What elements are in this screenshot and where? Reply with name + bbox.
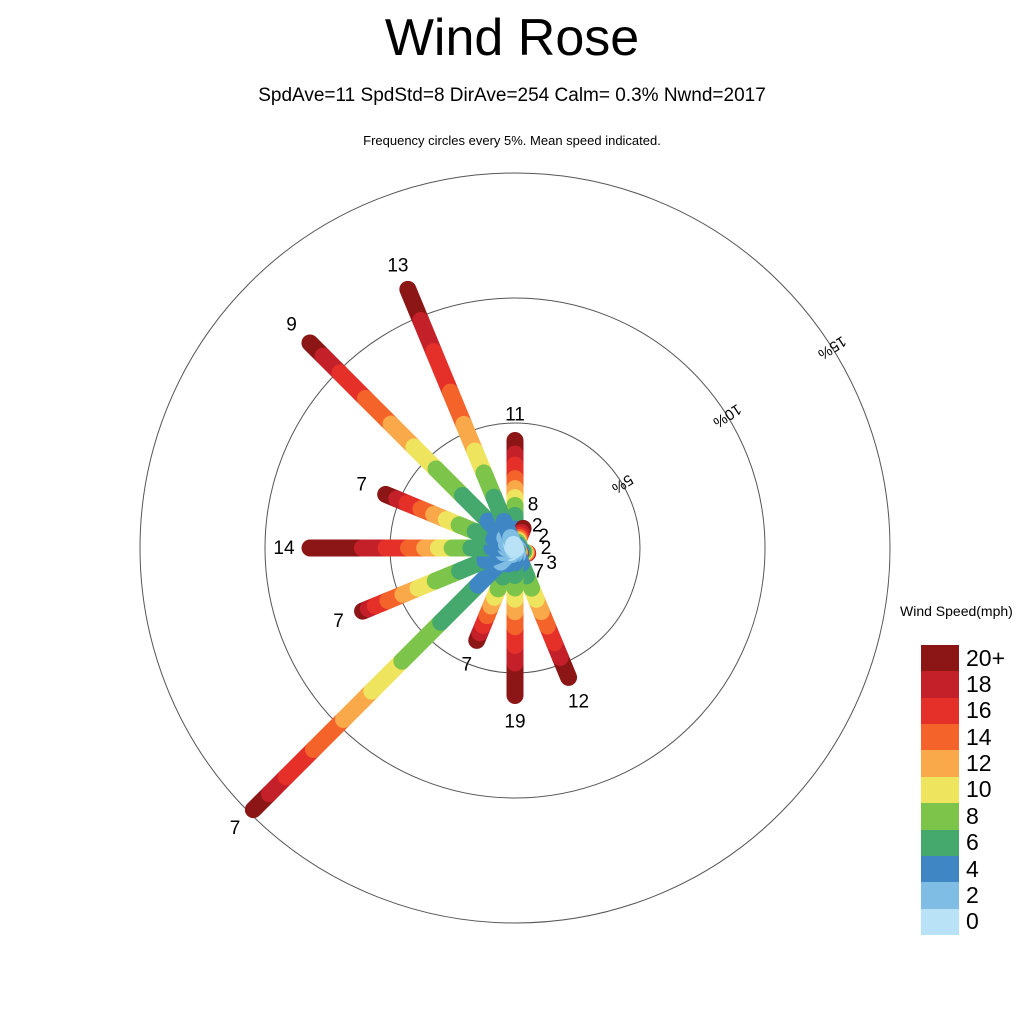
legend: 20+ 18 16 14 12 10 8 6 4 2 0 bbox=[921, 645, 1021, 935]
legend-swatch bbox=[921, 803, 959, 830]
legend-entry: 4 bbox=[921, 855, 1021, 883]
petal-segment bbox=[393, 613, 450, 670]
legend-label: 8 bbox=[966, 802, 979, 829]
legend-entry: 10 bbox=[921, 776, 1021, 804]
petal-mean-speed-label: 2 bbox=[538, 526, 549, 547]
petal-segment bbox=[505, 536, 524, 557]
legend-swatch bbox=[921, 882, 959, 909]
page-title: Wind Rose bbox=[384, 9, 640, 67]
legend-swatch bbox=[921, 724, 959, 751]
legend-swatch bbox=[921, 829, 959, 856]
summary-stats: SpdAve=11 SpdStd=8 DirAve=254 Calm= 0.3%… bbox=[258, 85, 766, 106]
legend-label: 2 bbox=[966, 881, 979, 908]
frequency-note: Frequency circles every 5%. Mean speed i… bbox=[363, 133, 661, 148]
legend-swatch bbox=[921, 855, 959, 883]
petal-mean-speed-label: 13 bbox=[387, 255, 408, 276]
legend-swatch bbox=[921, 750, 959, 777]
petal-mean-speed-label: 2 bbox=[532, 516, 543, 537]
legend-entry: 16 bbox=[921, 697, 1021, 725]
legend-label: 4 bbox=[966, 855, 979, 882]
legend-swatch bbox=[921, 671, 959, 698]
legend-swatch bbox=[921, 776, 959, 804]
petal-mean-speed-label: 8 bbox=[528, 494, 539, 515]
petal-segment bbox=[432, 576, 487, 631]
legend-label: 10 bbox=[966, 776, 992, 803]
legend-label: 0 bbox=[966, 908, 979, 935]
petal-mean-speed-label: 9 bbox=[286, 315, 297, 336]
petal-group bbox=[244, 280, 578, 819]
petal-mean-speed-label: 14 bbox=[273, 538, 295, 559]
legend-label: 14 bbox=[966, 723, 992, 750]
legend-label: 18 bbox=[966, 671, 992, 698]
legend-swatch bbox=[921, 908, 959, 935]
ring-label: 10% bbox=[710, 400, 744, 431]
legend-title: Wind Speed(mph) bbox=[900, 603, 1013, 619]
legend-swatch bbox=[921, 645, 959, 672]
legend-entry: 2 bbox=[921, 881, 1021, 909]
petal-mean-speed-label: 7 bbox=[461, 654, 472, 675]
legend-entry: 8 bbox=[921, 802, 1021, 830]
frequency-ring bbox=[139, 172, 891, 924]
petal-mean-speed-label: 7 bbox=[533, 562, 544, 583]
petal-mean-speed-label: 7 bbox=[230, 818, 241, 839]
petal-mean-speed-label: 11 bbox=[505, 405, 525, 426]
ring-label: 5% bbox=[609, 471, 636, 497]
legend-swatch bbox=[921, 697, 959, 725]
ring-label: 15% bbox=[815, 332, 849, 363]
petal-mean-speed-label: 3 bbox=[546, 553, 557, 574]
legend-entry: 12 bbox=[921, 750, 1021, 777]
ring-labels: 5% 10% 15% bbox=[609, 332, 850, 497]
frequency-ring bbox=[264, 297, 766, 799]
petal-mean-speed-label: 7 bbox=[356, 474, 367, 495]
legend-label: 16 bbox=[966, 697, 992, 724]
legend-entry: 0 bbox=[921, 908, 1021, 935]
legend-label: 6 bbox=[966, 829, 979, 856]
petal-mean-speed-label: 19 bbox=[504, 712, 525, 733]
legend-entry: 18 bbox=[921, 671, 1021, 698]
legend-label: 12 bbox=[966, 750, 992, 777]
petal-mean-speed-label: 7 bbox=[333, 611, 344, 632]
legend-label: 20+ bbox=[966, 644, 1006, 671]
legend-entry: 20+ bbox=[921, 644, 1021, 672]
legend-entry: 14 bbox=[921, 723, 1021, 751]
legend-entry: 6 bbox=[921, 829, 1021, 856]
petal-mean-speed-label: 12 bbox=[568, 691, 589, 712]
petal-mean-speed-label: 2 bbox=[541, 538, 552, 559]
